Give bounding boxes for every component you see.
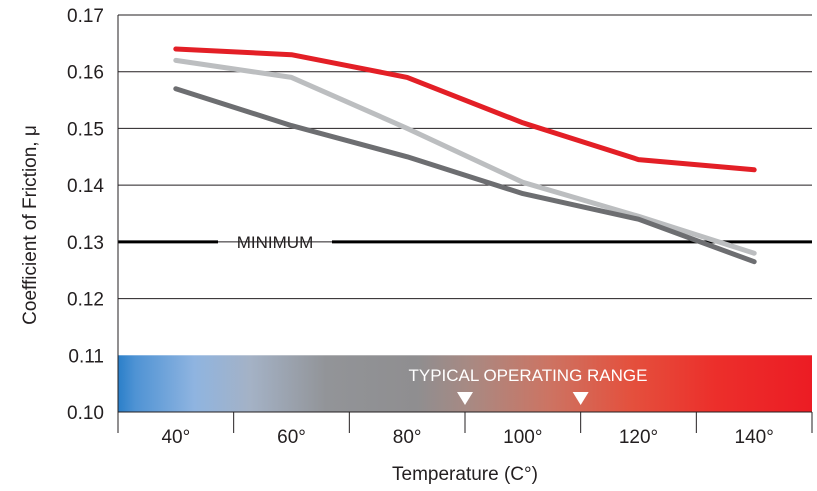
operating-range-marker [572, 392, 589, 405]
series-lines [173, 46, 757, 265]
axes: 0.10 0.11 0.12 0.13 0.14 0.15 0.16 0.17 40° 60° 80… [20, 6, 813, 485]
series-line-2 [173, 57, 757, 256]
y-tick-label: 0.12 [67, 290, 104, 311]
minimum-label: MINIMUM [237, 233, 313, 252]
x-tick-label: 100° [503, 427, 542, 448]
operating-range-label: TYPICAL OPERATING RANGE [409, 366, 648, 385]
x-axis-title: Temperature (C°) [392, 464, 538, 485]
y-tick-label: 0.16 [67, 63, 104, 84]
x-tick-label: 40° [161, 427, 190, 448]
x-tick-label: 120° [619, 427, 658, 448]
y-tick-label: 0.11 [68, 346, 104, 367]
y-tick-label: 0.13 [67, 233, 104, 254]
y-tick-label: 0.14 [67, 176, 104, 197]
operating-range-marker [457, 392, 473, 405]
y-tick-label: 0.10 [67, 403, 104, 424]
y-axis-title: Coefficient of Friction, μ [20, 125, 41, 325]
x-tick-label: 60° [277, 427, 306, 448]
series-line-3 [173, 86, 757, 265]
x-tick-label: 80° [393, 427, 422, 448]
series-line-1 [173, 46, 757, 173]
range-overlay: TYPICAL OPERATING RANGE [409, 366, 648, 405]
gridlines: MINIMUM [118, 14, 812, 300]
y-tick-label: 0.15 [67, 119, 104, 140]
x-tick-label: 140° [735, 427, 774, 448]
y-tick-label: 0.17 [67, 6, 104, 27]
